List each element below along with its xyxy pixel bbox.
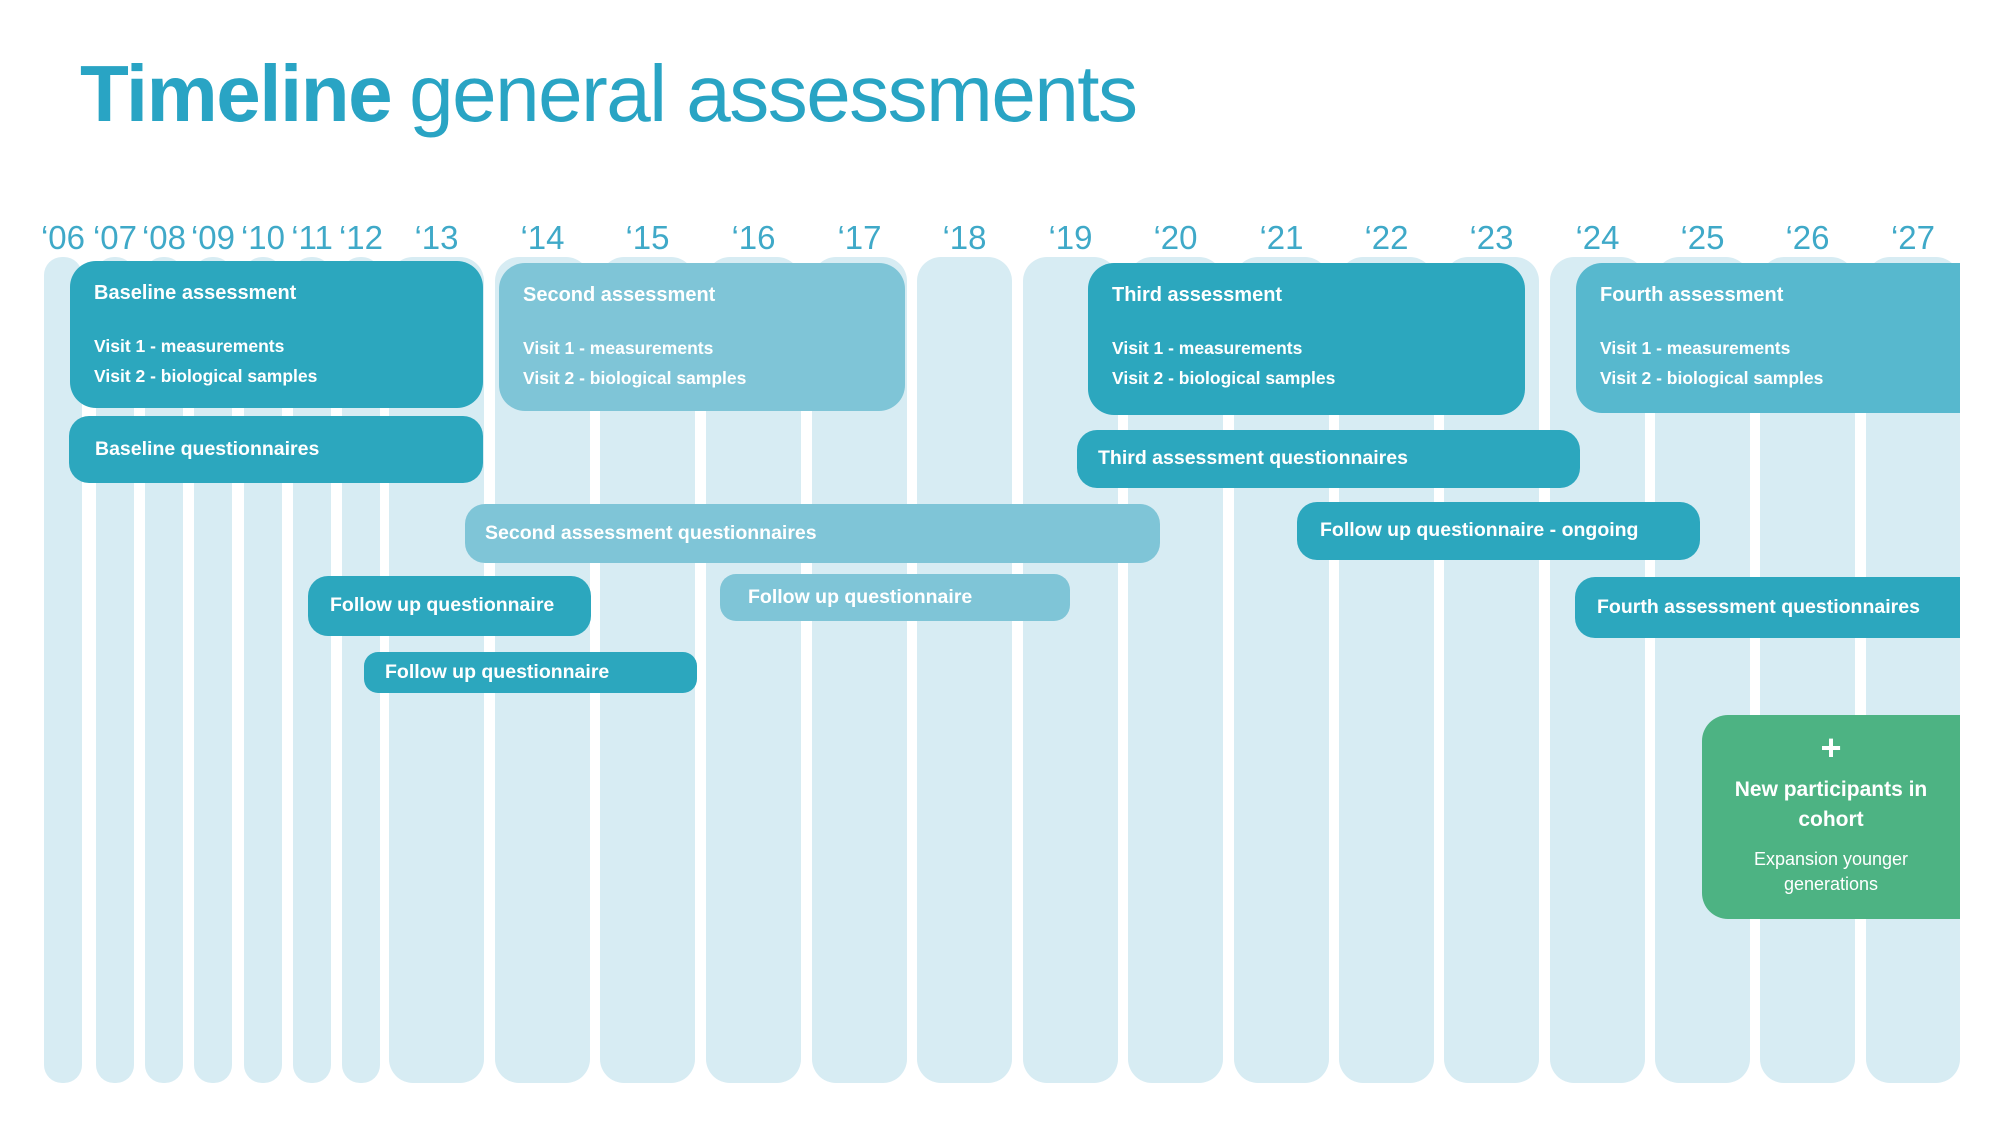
third-assessment-visit-line-1: Visit 1 - measurements [1112,338,1303,358]
year-label-22: ‘22 [1364,219,1409,256]
followup-questionnaire-1-label: Follow up questionnaire [330,594,555,617]
baseline-questionnaires-label: Baseline questionnaires [95,437,320,460]
baseline-questionnaires: Baseline questionnaires [69,416,483,483]
baseline-assessment-visit-line-1: Visit 1 - measurements [94,336,285,356]
followup-questionnaire-ongoing-label: Follow up questionnaire - ongoing [1320,519,1639,542]
year-label-09: ‘09 [190,219,236,256]
year-label-10: ‘10 [240,219,286,256]
year-label-13: ‘13 [414,219,459,256]
year-label-15: ‘15 [625,219,670,256]
year-label-23: ‘23 [1469,219,1514,256]
year-label-11: ‘11 [291,219,333,256]
baseline-assessment-title: Baseline assessment [94,282,297,304]
year-label-16: ‘16 [731,219,776,256]
second-assessment-title: Second assessment [523,284,716,306]
year-label-17: ‘17 [837,219,882,256]
second-assessment-visit-line-2: Visit 2 - biological samples [523,368,747,388]
third-assessment-title: Third assessment [1112,284,1283,306]
year-label-12: ‘12 [338,219,384,256]
fourth-assessment-visit-line-2: Visit 2 - biological samples [1600,368,1824,388]
new-participants-card-title-line-2: cohort [1798,808,1864,831]
year-label-25: ‘25 [1680,219,1725,256]
followup-questionnaire-2-label: Follow up questionnaire [385,660,610,683]
fourth-assessment-visit-line-1: Visit 1 - measurements [1600,338,1791,358]
year-label-24: ‘24 [1575,219,1620,256]
baseline-assessment-visit-line-2: Visit 2 - biological samples [94,366,318,386]
new-participants-card-title: New participants in cohort [1735,775,1928,835]
third-assessment-visit-line-2: Visit 2 - biological samples [1112,368,1336,388]
year-label-27: ‘27 [1890,219,1936,256]
fourth-assessment-title: Fourth assessment [1600,284,1784,306]
year-label-21: ‘21 [1259,219,1304,256]
followup-questionnaire-ongoing: Follow up questionnaire - ongoing [1297,502,1700,560]
new-participants-card-subtitle-line-1: Expansion younger [1753,849,1909,869]
year-label-14: ‘14 [520,219,565,256]
page-title-light: general assessments [409,49,1138,138]
second-assessment-visit-line-1: Visit 1 - measurements [523,338,714,358]
plus-icon: + [1820,727,1842,768]
new-participants-card: + New participants in cohort Expansion youn… [1702,715,1960,919]
baseline-assessment-visits: Visit 1 - measurements Visit 2 - biologic… [94,331,459,391]
year-label-20: ‘20 [1153,219,1198,256]
second-assessment-visits: Visit 1 - measurements Visit 2 - biologic… [523,333,881,393]
year-label-19: ‘19 [1048,219,1093,256]
year-label-08: ‘08 [141,219,187,256]
new-participants-card-title-line-1: New participants in [1734,778,1928,801]
second-assessment-questionnaires-label: Second assessment questionnaires [485,521,817,544]
year-column-18 [917,257,1012,1083]
page-title: Timeline general assessments [80,49,1138,138]
followup-questionnaire-1: Follow up questionnaire [308,576,591,636]
new-participants-card-subtitle-line-2: generations [1783,874,1879,894]
new-participants-card-subtitle: Expansion younger generations [1754,847,1908,897]
year-label-06: ‘06 [40,219,86,256]
year-label-26: ‘26 [1785,219,1830,256]
followup-questionnaire-light: Follow up questionnaire [720,574,1070,621]
fourth-assessment: Fourth assessment Visit 1 - measurements V… [1576,263,1960,413]
baseline-assessment: Baseline assessment Visit 1 - measurement… [70,261,483,408]
year-label-18: ‘18 [942,219,987,256]
third-assessment: Third assessment Visit 1 - measurements Vi… [1088,263,1525,415]
third-assessment-questionnaires: Third assessment questionnaires [1077,430,1580,488]
fourth-assessment-questionnaires-label: Fourth assessment questionnaires [1597,595,1920,618]
fourth-assessment-questionnaires: Fourth assessment questionnaires [1575,577,1960,638]
followup-questionnaire-2: Follow up questionnaire [364,652,697,693]
third-assessment-questionnaires-label: Third assessment questionnaires [1098,447,1408,470]
page-title-bold: Timeline [80,49,393,138]
second-assessment: Second assessment Visit 1 - measurements V… [499,263,905,411]
followup-questionnaire-light-label: Follow up questionnaire [748,585,973,608]
third-assessment-visits: Visit 1 - measurements Visit 2 - biologic… [1112,333,1501,393]
second-assessment-questionnaires: Second assessment questionnaires [465,504,1160,563]
fourth-assessment-visits: Visit 1 - measurements Visit 2 - biologic… [1600,333,1936,393]
year-label-07: ‘07 [92,219,138,256]
